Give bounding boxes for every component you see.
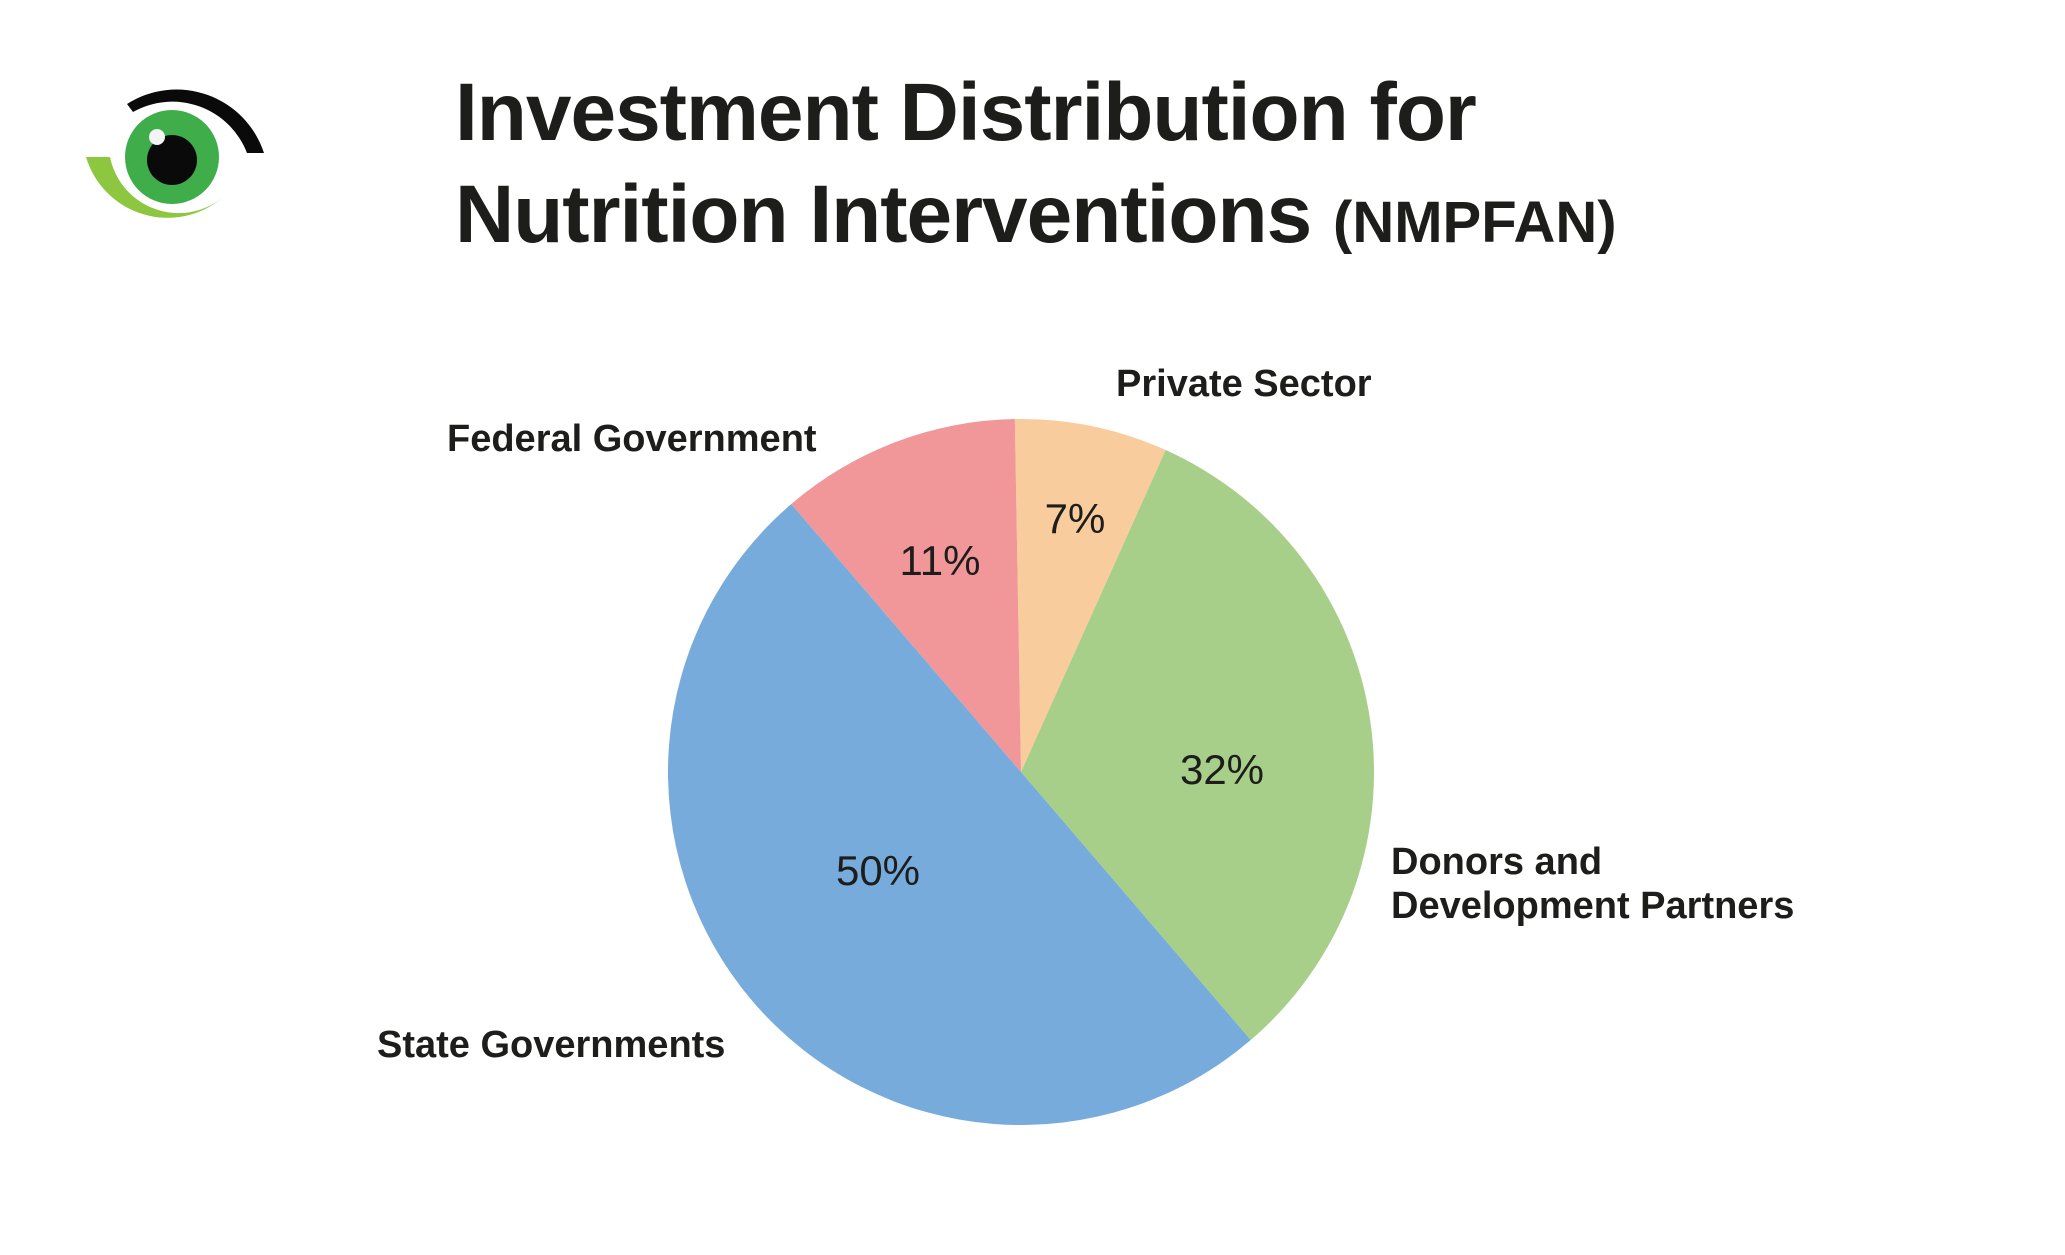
title-line-1: Investment Distribution for: [455, 67, 1477, 158]
label-state-governments: State Governments: [377, 1024, 726, 1066]
pct-label-donors: 32%: [1180, 746, 1264, 793]
pct-label-state: 50%: [836, 847, 920, 894]
slice-donors: [1021, 450, 1375, 1041]
pct-label-federal: 11%: [900, 537, 981, 584]
label-donors: Donors and Development Partners: [1391, 840, 1794, 928]
slice-private-sector: [1014, 419, 1166, 772]
label-donors-line-1: Donors and: [1391, 841, 1603, 883]
title-line-2: Nutrition Interventions: [455, 169, 1312, 260]
label-federal-government: Federal Government: [447, 418, 817, 460]
label-private-sector: Private Sector: [1116, 363, 1372, 405]
chart-title: Investment Distribution for Nutrition In…: [455, 62, 1617, 274]
slice-federal-government: [791, 419, 1021, 772]
title-abbreviation: (NMPFAN): [1333, 190, 1617, 255]
eye-logo-icon: [86, 89, 264, 218]
pct-label-private: 7%: [1045, 495, 1106, 542]
label-donors-line-2: Development Partners: [1391, 885, 1795, 927]
slice-state-governments: [667, 503, 1251, 1125]
